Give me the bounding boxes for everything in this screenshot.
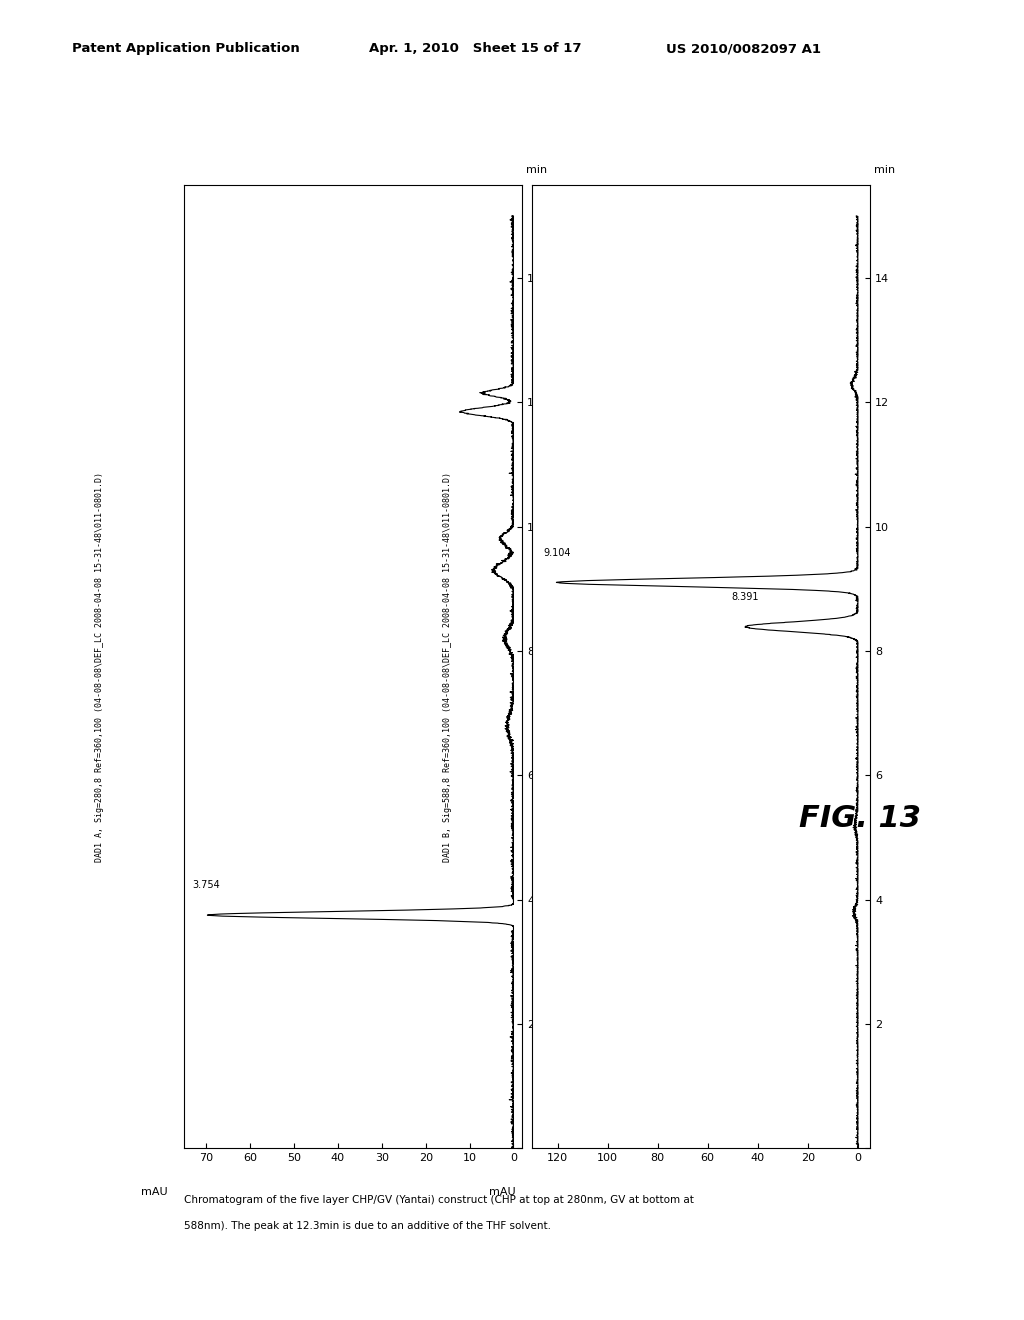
Text: 3.754: 3.754 xyxy=(193,880,220,890)
Text: mAU: mAU xyxy=(140,1187,167,1197)
Text: FIG. 13: FIG. 13 xyxy=(799,804,921,833)
Text: Chromatogram of the five layer CHP/GV (Yantai) construct (CHP at top at 280nm, G: Chromatogram of the five layer CHP/GV (Y… xyxy=(184,1195,694,1205)
Text: min: min xyxy=(525,165,547,176)
Text: 9.104: 9.104 xyxy=(544,548,571,557)
Text: mAU: mAU xyxy=(488,1187,516,1197)
Text: 588nm). The peak at 12.3min is due to an additive of the THF solvent.: 588nm). The peak at 12.3min is due to an… xyxy=(184,1221,551,1232)
Text: min: min xyxy=(873,165,895,176)
Text: DAD1 A, Sig=280,8 Ref=360,100 (04-08-08\DEF_LC 2008-04-08 15-31-48\011-0801.D): DAD1 A, Sig=280,8 Ref=360,100 (04-08-08\… xyxy=(95,471,104,862)
Text: 8.391: 8.391 xyxy=(731,591,759,602)
Text: US 2010/0082097 A1: US 2010/0082097 A1 xyxy=(666,42,820,55)
Text: Patent Application Publication: Patent Application Publication xyxy=(72,42,299,55)
Text: DAD1 B, Sig=588,8 Ref=360,100 (04-08-08\DEF_LC 2008-04-08 15-31-48\011-0801.D): DAD1 B, Sig=588,8 Ref=360,100 (04-08-08\… xyxy=(443,471,453,862)
Text: Apr. 1, 2010   Sheet 15 of 17: Apr. 1, 2010 Sheet 15 of 17 xyxy=(369,42,582,55)
